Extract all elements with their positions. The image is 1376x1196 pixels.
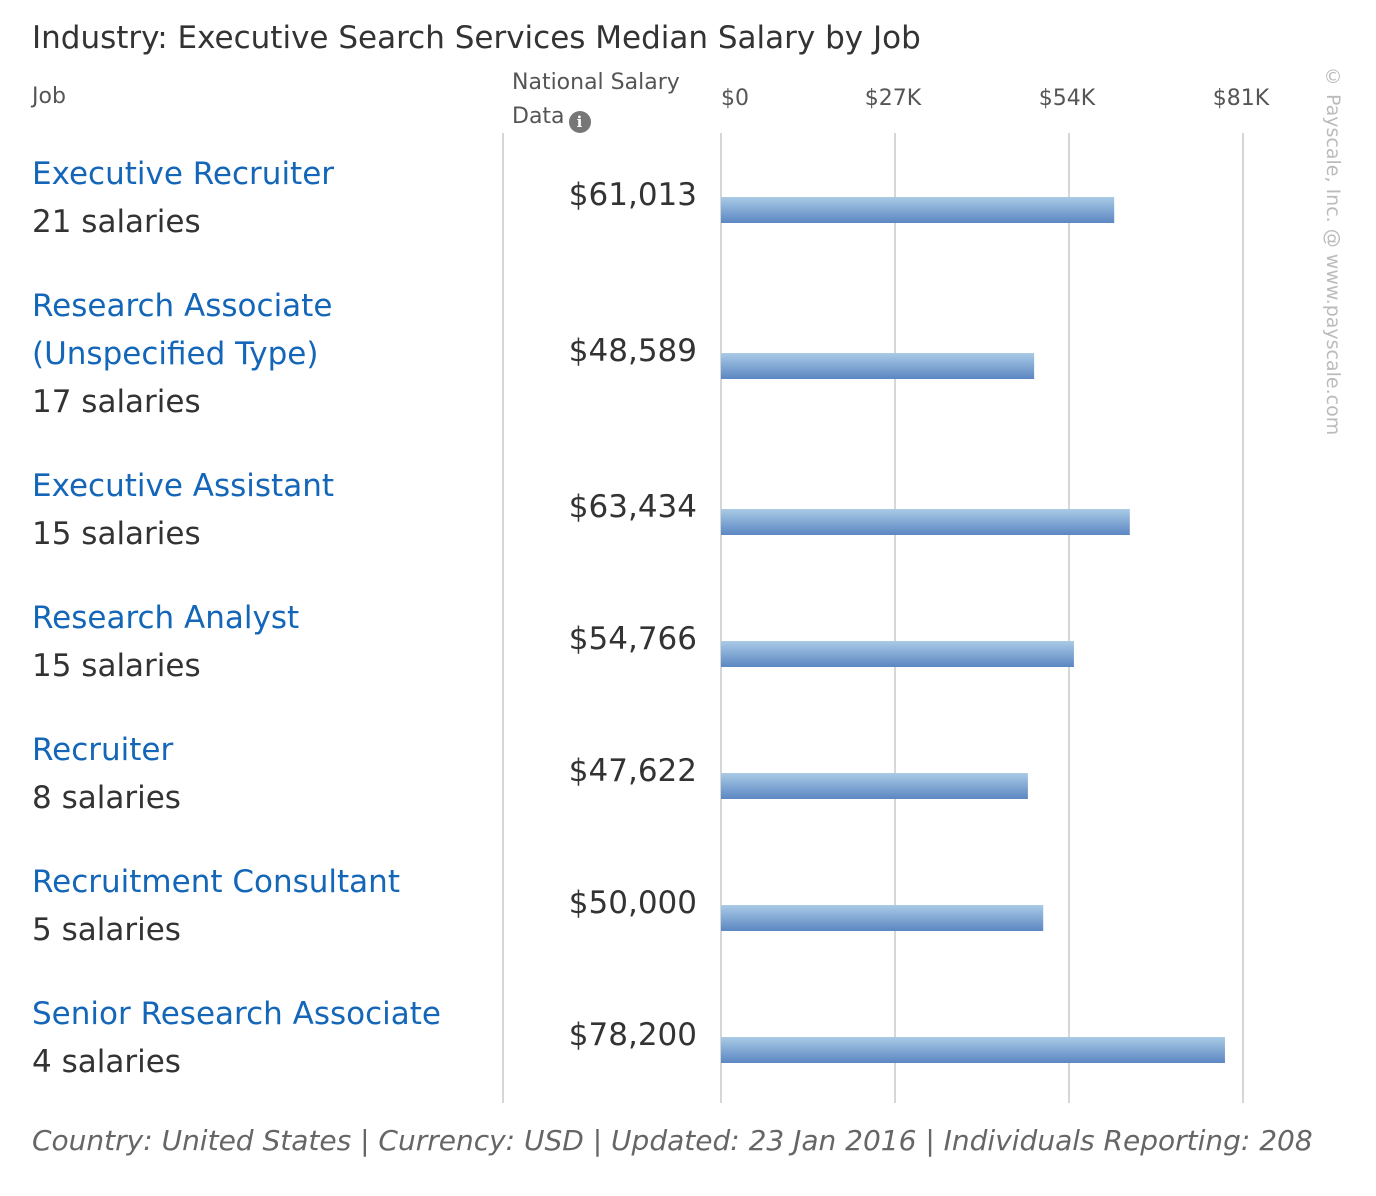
job-title-link[interactable]: Senior Research Associate xyxy=(32,996,441,1032)
median-salary-value: $78,200 xyxy=(568,1017,697,1053)
info-icon[interactable]: i xyxy=(568,111,591,133)
median-salary-value: $63,434 xyxy=(568,489,697,525)
job-title-link[interactable]: Recruiter xyxy=(32,732,174,768)
national-salary-header-line2: Data xyxy=(512,104,565,129)
job-row: Research Associate (Unspecified Type) 17 s… xyxy=(32,282,482,426)
job-title-link[interactable]: Research Associate (Unspecified Type) xyxy=(32,288,333,372)
salary-count: 15 salaries xyxy=(32,648,201,684)
job-row: Executive Assistant 15 salaries xyxy=(32,462,482,558)
x-tick-label: $54K xyxy=(1039,86,1096,111)
chart-title: Industry: Executive Search Services Medi… xyxy=(32,20,921,56)
salary-bar[interactable] xyxy=(721,773,1028,799)
salary-count: 17 salaries xyxy=(32,384,201,420)
job-title-link[interactable]: Executive Assistant xyxy=(32,468,335,504)
salary-count: 8 salaries xyxy=(32,780,181,816)
median-salary-value: $48,589 xyxy=(568,333,697,369)
median-salary-value: $61,013 xyxy=(568,177,697,213)
salary-bar[interactable] xyxy=(721,905,1044,931)
median-salary-value: $47,622 xyxy=(568,753,697,789)
salary-bar[interactable] xyxy=(721,509,1130,535)
x-tick-label: $81K xyxy=(1213,86,1270,111)
job-row: Senior Research Associate 4 salaries xyxy=(32,990,482,1086)
x-tick-label: $27K xyxy=(865,86,922,111)
footer-metadata: Country: United States | Currency: USD |… xyxy=(32,1124,1313,1157)
x-tick-label: $0 xyxy=(721,86,749,111)
median-salary-value: $54,766 xyxy=(568,621,697,657)
salary-count: 5 salaries xyxy=(32,912,181,948)
salary-bar[interactable] xyxy=(721,641,1074,667)
national-salary-header-line1: National Salary xyxy=(512,70,680,95)
salary-count: 21 salaries xyxy=(32,204,201,240)
payscale-watermark: © Payscale, Inc. @ www.payscale.com xyxy=(1322,66,1344,436)
salary-bar[interactable] xyxy=(721,1037,1225,1063)
job-row: Research Analyst 15 salaries xyxy=(32,594,482,690)
job-column-header: Job xyxy=(32,84,66,109)
job-row: Executive Recruiter 21 salaries xyxy=(32,150,482,246)
job-title-link[interactable]: Executive Recruiter xyxy=(32,156,335,192)
job-title-link[interactable]: Recruitment Consultant xyxy=(32,864,400,900)
salary-count: 4 salaries xyxy=(32,1044,181,1080)
salary-count: 15 salaries xyxy=(32,516,201,552)
median-salary-value: $50,000 xyxy=(568,885,697,921)
job-title-link[interactable]: Research Analyst xyxy=(32,600,300,636)
salary-bar[interactable] xyxy=(721,353,1035,379)
salary-bar[interactable] xyxy=(721,197,1115,223)
job-row: Recruitment Consultant 5 salaries xyxy=(32,858,482,954)
job-row: Recruiter 8 salaries xyxy=(32,726,482,822)
national-salary-header: National Salary Data i xyxy=(512,66,680,134)
